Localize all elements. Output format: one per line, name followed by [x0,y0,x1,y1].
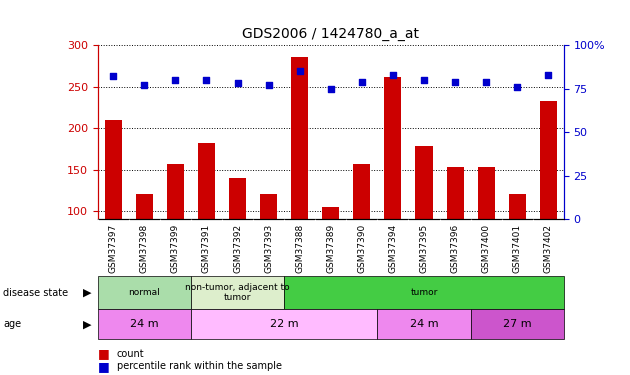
Text: tumor: tumor [410,288,438,297]
Point [481,79,491,85]
Point [263,82,273,88]
Point [326,86,336,92]
Text: GSM37396: GSM37396 [450,224,459,273]
Text: ▶: ▶ [83,288,91,297]
Text: ■: ■ [98,347,110,360]
Point [450,79,460,85]
Bar [260,195,277,294]
Bar [291,57,308,294]
Bar [191,276,284,309]
Bar [353,164,370,294]
Text: GSM37390: GSM37390 [357,224,366,273]
Text: disease state: disease state [3,288,68,297]
Text: GSM37393: GSM37393 [264,224,273,273]
Bar [415,146,433,294]
Bar [229,178,246,294]
Bar [284,276,564,309]
Point [388,72,398,78]
Bar [540,100,557,294]
Bar [447,167,464,294]
Text: GSM37388: GSM37388 [295,224,304,273]
Text: ■: ■ [98,360,110,373]
Point [357,79,367,85]
Text: GSM37402: GSM37402 [544,224,553,273]
Bar [167,164,184,294]
Text: 24 m: 24 m [130,320,159,329]
Bar [471,309,564,339]
Text: GSM37397: GSM37397 [109,224,118,273]
Point [543,72,553,78]
Text: GSM37401: GSM37401 [513,224,522,273]
Text: GSM37391: GSM37391 [202,224,211,273]
Text: count: count [117,349,144,358]
Bar [377,309,471,339]
Text: age: age [3,320,21,329]
Title: GDS2006 / 1424780_a_at: GDS2006 / 1424780_a_at [243,27,419,41]
Point [108,74,118,80]
Text: ▶: ▶ [83,320,91,329]
Point [139,82,149,88]
Text: GSM37395: GSM37395 [420,224,428,273]
Text: GSM37389: GSM37389 [326,224,335,273]
Bar [322,207,340,294]
Text: 22 m: 22 m [270,320,299,329]
Bar [478,167,495,294]
Bar [98,276,191,309]
Point [512,84,522,90]
Text: GSM37399: GSM37399 [171,224,180,273]
Point [419,77,429,83]
Text: GSM37400: GSM37400 [482,224,491,273]
Text: GSM37392: GSM37392 [233,224,242,273]
Text: non-tumor, adjacent to
tumor: non-tumor, adjacent to tumor [185,283,290,302]
Text: normal: normal [129,288,160,297]
Bar [384,76,401,294]
Text: 27 m: 27 m [503,320,532,329]
Point [202,77,212,83]
Point [232,80,243,86]
Bar [198,143,215,294]
Bar [105,120,122,294]
Text: GSM37394: GSM37394 [389,224,398,273]
Text: GSM37398: GSM37398 [140,224,149,273]
Point [295,68,305,74]
Bar [135,195,153,294]
Text: 24 m: 24 m [410,320,438,329]
Text: percentile rank within the sample: percentile rank within the sample [117,362,282,371]
Bar [508,195,526,294]
Point [170,77,180,83]
Bar [191,309,377,339]
Bar [98,309,191,339]
